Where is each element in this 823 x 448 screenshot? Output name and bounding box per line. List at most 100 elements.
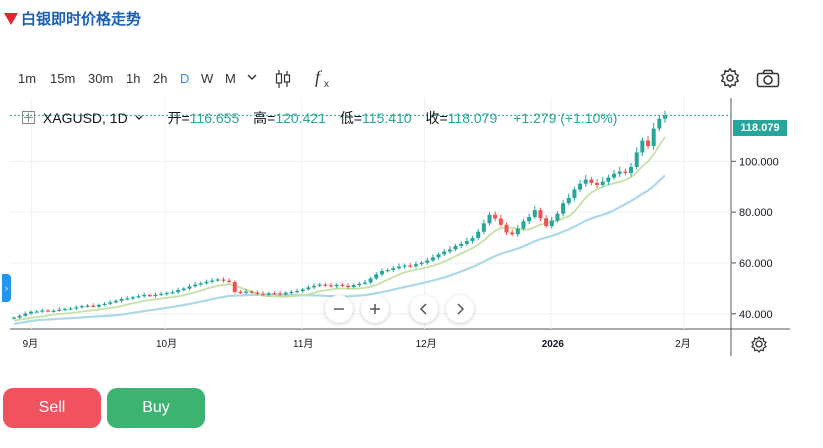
chevron-left-icon: [419, 303, 427, 315]
open-label: 开=: [167, 110, 190, 126]
candle-body: [170, 292, 175, 294]
candle-body: [566, 197, 571, 204]
candle-body: [612, 173, 617, 178]
zoom-out-button[interactable]: [325, 295, 353, 323]
candle-body: [362, 282, 367, 284]
buy-label: Buy: [142, 399, 170, 416]
candle-body: [289, 291, 294, 294]
sell-button[interactable]: Sell: [3, 388, 101, 428]
candle-body: [544, 218, 549, 227]
candle-body: [215, 279, 220, 281]
candle-body: [23, 313, 28, 316]
candle-body: [278, 293, 283, 295]
candle-body: [640, 140, 645, 153]
candle-body: [385, 270, 390, 272]
camera-icon[interactable]: [756, 69, 780, 94]
svg-text:x: x: [324, 79, 329, 90]
candle-body: [255, 292, 260, 294]
candle-body: [578, 183, 583, 190]
timeframe-30m[interactable]: 30m: [88, 71, 114, 86]
current-price-tag: 118.079: [733, 120, 787, 136]
settings-gear-icon[interactable]: [720, 67, 740, 93]
candle-body: [272, 293, 277, 295]
chevron-down-icon[interactable]: [246, 70, 258, 88]
page-title: 白银即时价格走势: [4, 8, 141, 29]
candle-body: [430, 257, 435, 261]
candle-body: [334, 284, 339, 287]
low-label: 低=: [339, 110, 363, 126]
candle-body: [232, 282, 237, 292]
symbol-dropdown-icon[interactable]: [134, 113, 144, 123]
candle-body: [181, 288, 186, 291]
timeframe-1h[interactable]: 1h: [126, 71, 141, 86]
x-tick-label: 9月: [23, 338, 39, 350]
candle-body: [595, 182, 600, 185]
candle-body: [629, 166, 634, 174]
candle-body: [510, 232, 515, 235]
candle-body: [204, 281, 209, 284]
candle-body: [312, 285, 317, 288]
sell-label: Sell: [38, 399, 66, 416]
buy-button[interactable]: Buy: [107, 388, 205, 428]
candle-body: [187, 286, 192, 289]
candle-body: [68, 308, 73, 310]
symbol-label[interactable]: XAGUSD, 1D: [42, 110, 128, 126]
candle-body: [504, 224, 509, 233]
candle-body: [295, 291, 300, 293]
candle-body: [379, 271, 384, 275]
x-tick-label: 11月: [293, 338, 313, 350]
candle-body: [555, 213, 560, 221]
y-tick-label: 40.000: [739, 309, 773, 321]
x-tick-label: 2026: [542, 339, 565, 350]
ohlc-legend: XAGUSD, 1D 开=116.655 高=120.421 低=115.410…: [22, 108, 617, 128]
candle-body: [561, 203, 566, 214]
candle-body: [221, 279, 226, 281]
candle-body: [136, 296, 141, 298]
candle-body: [396, 266, 401, 269]
close-value: 118.079: [447, 110, 498, 126]
candle-body: [340, 284, 345, 286]
legend-expand-icon[interactable]: [22, 111, 35, 124]
candle-body: [436, 254, 441, 258]
ma-fast-line: [13, 136, 666, 322]
candle-body: [283, 292, 288, 295]
candle-body: [12, 317, 16, 319]
candle-body: [28, 311, 33, 314]
timeframe-w[interactable]: W: [201, 71, 214, 86]
candle-body: [402, 265, 407, 267]
timeframe-d[interactable]: D: [180, 71, 190, 86]
zoom-in-button[interactable]: [361, 295, 389, 323]
candle-body: [442, 251, 447, 255]
chart-canvas[interactable]: 40.000 60.000 80.000 100.000 9月 10月 11月 12月 2026…: [0, 98, 823, 360]
candle-body: [617, 171, 622, 174]
candle-body: [159, 293, 164, 296]
candlestick-icon[interactable]: [274, 68, 292, 95]
price-chart[interactable]: 40.000 60.000 80.000 100.000 9月 10月 11月 12月 2026…: [0, 98, 823, 360]
candle-body: [459, 243, 464, 246]
timeframe-15m[interactable]: 15m: [50, 71, 76, 86]
svg-text:f: f: [315, 67, 323, 87]
candle-body: [470, 238, 475, 242]
candle-body: [549, 220, 554, 227]
minus-icon: [334, 308, 344, 310]
open-value: 116.655: [189, 110, 240, 126]
candle-body: [413, 264, 418, 267]
candle-body: [374, 274, 379, 279]
timeframe-2h[interactable]: 2h: [153, 71, 168, 86]
low-value: 115.410: [362, 110, 412, 126]
candle-body: [646, 140, 651, 147]
candle-body: [521, 221, 526, 229]
candle-body: [600, 181, 605, 185]
axis-settings-gear-icon[interactable]: [751, 336, 767, 353]
scroll-right-button[interactable]: [446, 295, 474, 323]
plus-icon: [370, 304, 380, 314]
timeframe-m[interactable]: M: [225, 71, 236, 86]
timeframe-1m[interactable]: 1m: [18, 71, 37, 86]
side-panel-toggle[interactable]: ›: [2, 274, 11, 302]
candle-body: [351, 285, 356, 288]
scroll-left-button[interactable]: [410, 295, 438, 323]
y-tick-label: 100.000: [739, 156, 779, 168]
candle-body: [329, 285, 334, 287]
